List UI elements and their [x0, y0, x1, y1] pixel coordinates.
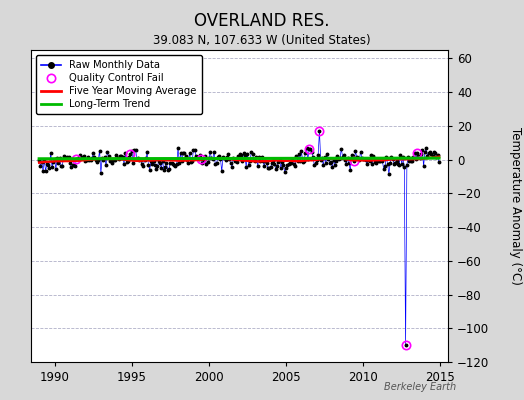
Y-axis label: Temperature Anomaly (°C): Temperature Anomaly (°C) [509, 127, 522, 285]
Legend: Raw Monthly Data, Quality Control Fail, Five Year Moving Average, Long-Term Tren: Raw Monthly Data, Quality Control Fail, … [37, 55, 202, 114]
Text: OVERLAND RES.: OVERLAND RES. [194, 12, 330, 30]
Text: Berkeley Earth: Berkeley Earth [384, 382, 456, 392]
Text: 39.083 N, 107.633 W (United States): 39.083 N, 107.633 W (United States) [153, 34, 371, 47]
